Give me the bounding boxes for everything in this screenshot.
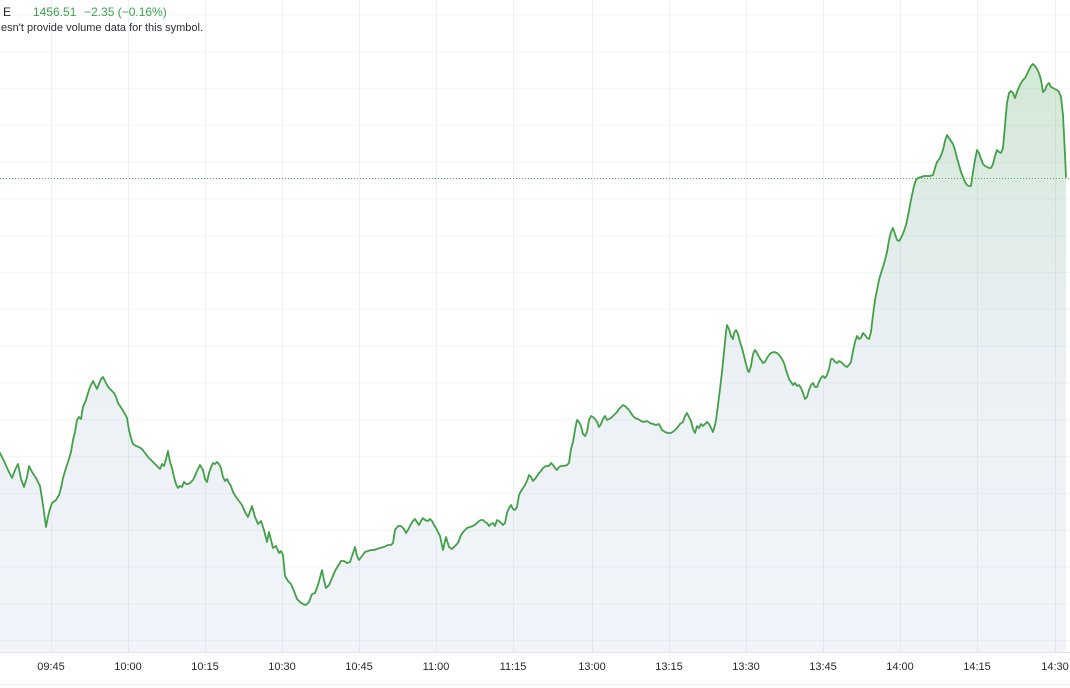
price-change-value: −2.35 (−0.16%) (84, 5, 167, 19)
time-axis-label: 13:15 (655, 661, 683, 673)
time-axis-label: 14:15 (963, 661, 991, 673)
time-axis-label: 11:00 (422, 661, 450, 673)
area-fill (0, 64, 1066, 656)
volume-info-message: esn't provide volume data for this symbo… (1, 22, 204, 34)
time-axis-label: 13:00 (578, 661, 606, 673)
time-axis-label: 10:15 (191, 661, 219, 673)
price-line-series[interactable] (0, 63, 1067, 606)
time-axis-label: 14:00 (886, 661, 914, 673)
time-axis-separator (0, 652, 1070, 653)
time-axis-label: 10:45 (345, 661, 373, 673)
time-axis-label: 11:15 (499, 661, 527, 673)
symbol-name-fragment[interactable]: E (3, 5, 12, 19)
time-axis-label: 10:00 (114, 661, 142, 673)
bottom-divider-line (0, 684, 1070, 685)
time-axis-label: 09:45 (37, 661, 65, 673)
time-axis-label: 13:45 (809, 661, 837, 673)
time-axis-label: 10:30 (268, 661, 296, 673)
time-axis-label: 14:30 (1041, 661, 1069, 673)
time-axis-label: 13:30 (732, 661, 760, 673)
last-price-value: 1456.51 (33, 5, 77, 19)
time-axis[interactable]: 09:45 10:00 10:15 10:30 10:45 11:00 11:15 13:00… (0, 652, 1070, 688)
